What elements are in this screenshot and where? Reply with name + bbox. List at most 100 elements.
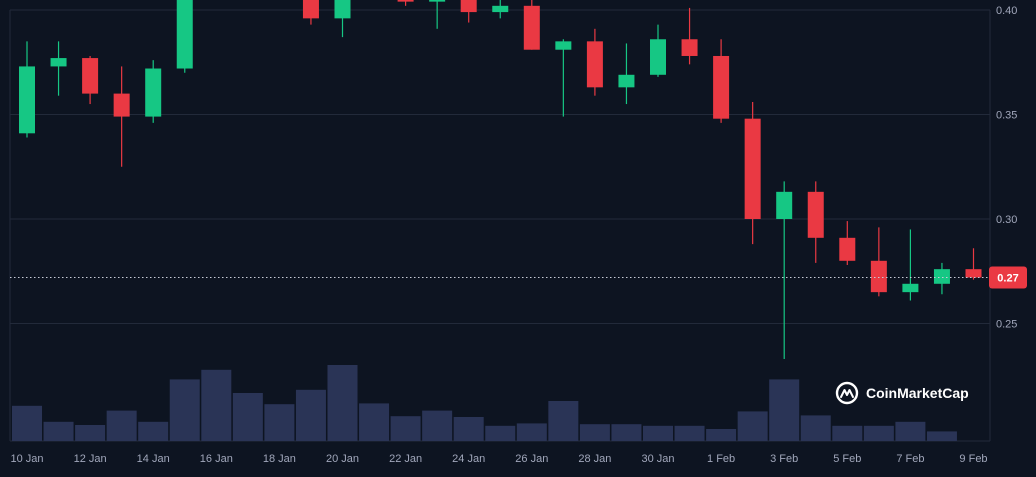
candle-down (839, 221, 856, 265)
candle-body (113, 93, 130, 117)
candle-body (744, 118, 761, 219)
volume-bar (737, 411, 768, 441)
x-tick-label: 26 Jan (515, 453, 548, 465)
candle-body (429, 0, 446, 2)
candle-layer (19, 0, 982, 360)
candle-body (807, 191, 824, 238)
volume-bar (359, 403, 390, 441)
candle-down (460, 0, 477, 23)
current-price-tag (989, 266, 1027, 289)
volume-bar (390, 416, 421, 441)
candle-body (176, 0, 193, 69)
candle-down (113, 66, 130, 167)
candle-body (618, 74, 635, 88)
candle-down (807, 181, 824, 263)
volume-bar (895, 421, 926, 441)
candle-body (650, 39, 666, 75)
candle-body (523, 5, 540, 50)
volume-bar (643, 425, 673, 441)
candle-down (965, 248, 982, 280)
x-tick-label: 3 Feb (770, 453, 798, 465)
candle-body (302, 0, 319, 19)
candle-body (145, 68, 162, 117)
candle-body (397, 0, 414, 2)
candle-body (776, 191, 793, 219)
volume-bar (800, 415, 831, 441)
volume-bar (453, 417, 484, 441)
volume-bar (295, 389, 326, 441)
current-price-label: 0.27 (997, 273, 1018, 285)
volume-bar (169, 379, 200, 441)
volume-bar (232, 393, 263, 441)
x-tick-label: 14 Jan (137, 453, 170, 465)
candle-body (19, 66, 35, 134)
candle-body (82, 58, 99, 94)
candle-up (650, 24, 666, 77)
candle-body (870, 260, 887, 293)
x-tick-label: 22 Jan (389, 453, 422, 465)
candle-body (839, 237, 856, 261)
candle-down (744, 101, 761, 245)
candle-up (50, 41, 67, 96)
x-tick-label: 16 Jan (200, 453, 233, 465)
volume-bar (706, 429, 737, 441)
x-tick-label: 1 Feb (707, 453, 735, 465)
volume-bar (516, 423, 547, 441)
volume-bar (264, 404, 295, 441)
candle-up (492, 0, 509, 19)
x-tick-label: 30 Jan (641, 453, 674, 465)
candle-up (902, 229, 919, 301)
coinmarketcap-logo-icon (835, 381, 859, 405)
candle-up (176, 0, 193, 73)
grid-layer (9, 9, 991, 442)
candle-body (50, 58, 67, 67)
x-tick-label: 9 Feb (959, 453, 987, 465)
candle-down (870, 227, 887, 297)
volume-bar (611, 424, 642, 441)
candle-body (586, 41, 603, 88)
x-tick-label: 5 Feb (833, 453, 861, 465)
x-tick-label: 18 Jan (263, 453, 296, 465)
candle-up (776, 181, 793, 360)
volume-bar (926, 431, 957, 441)
candle-down (681, 7, 698, 65)
volume-layer (12, 365, 957, 441)
volume-bar (12, 405, 42, 441)
volume-bar (485, 425, 516, 441)
candle-body (555, 41, 572, 50)
x-tick-label: 28 Jan (578, 453, 611, 465)
candle-up (145, 60, 162, 123)
volume-bar (863, 425, 894, 441)
candle-down (397, 0, 414, 6)
candle-down (523, 0, 540, 50)
x-tick-label: 24 Jan (452, 453, 485, 465)
candle-up (429, 0, 446, 29)
volume-bar (769, 379, 800, 441)
volume-bar (422, 410, 453, 441)
x-tick-label: 12 Jan (74, 453, 107, 465)
y-tick-label: 0.40 (996, 5, 1017, 17)
candle-body (902, 283, 919, 293)
watermark: CoinMarketCap (835, 381, 969, 405)
candle-down (586, 28, 603, 96)
watermark-text: CoinMarketCap (866, 385, 969, 401)
candle-up (933, 262, 950, 295)
candle-down (82, 55, 99, 105)
x-tick-label: 10 Jan (10, 453, 43, 465)
candle-body (334, 0, 351, 19)
volume-bar (138, 421, 169, 441)
volume-bar (548, 401, 579, 441)
y-tick-label: 0.35 (996, 110, 1017, 122)
volume-bar (201, 369, 232, 441)
volume-bar (106, 410, 137, 441)
volume-bar (832, 425, 863, 441)
candle-up (19, 41, 35, 138)
x-tick-label: 7 Feb (896, 453, 924, 465)
volume-bar (43, 421, 74, 441)
volume-bar (674, 425, 705, 441)
y-tick-label: 0.25 (996, 319, 1017, 331)
candle-body (713, 55, 730, 119)
volume-bar (579, 424, 610, 441)
